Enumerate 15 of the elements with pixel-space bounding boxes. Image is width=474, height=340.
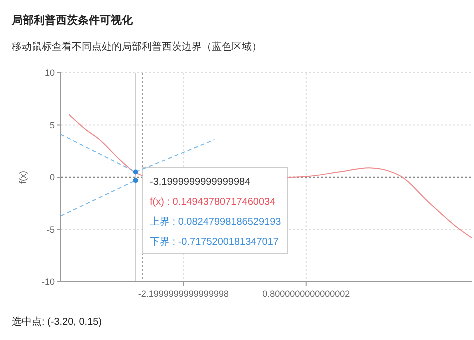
y-tick-label: 10 [44,68,55,78]
annotation: -3.1999999999999984 [150,177,252,188]
x-tick-label: 0.8000000000000002 [262,289,350,299]
annotation: f(x) : 0.14943780717460034 [150,197,276,208]
chart-title: 局部利普西茨条件可视化 [11,14,134,27]
annotation: 下界 : -0.7175200181347017 [150,237,280,248]
y-tick-label: -10 [42,277,55,288]
y-tick-label: 0 [50,172,55,183]
text: 选中点: (-3.20, 0.15) [12,316,102,328]
y-tick-label: 5 [50,120,55,130]
y-tick-label: -5 [46,224,55,235]
chart-subtitle: 移动鼠标查看不同点处的局部利普西茨边界（蓝色区域） [12,41,262,53]
x-tick-label: -2.1999999999999998 [138,289,229,299]
y-axis-title: f(x) [18,171,28,184]
annotation: 上界 : 0.08247998186529193 [150,216,282,228]
